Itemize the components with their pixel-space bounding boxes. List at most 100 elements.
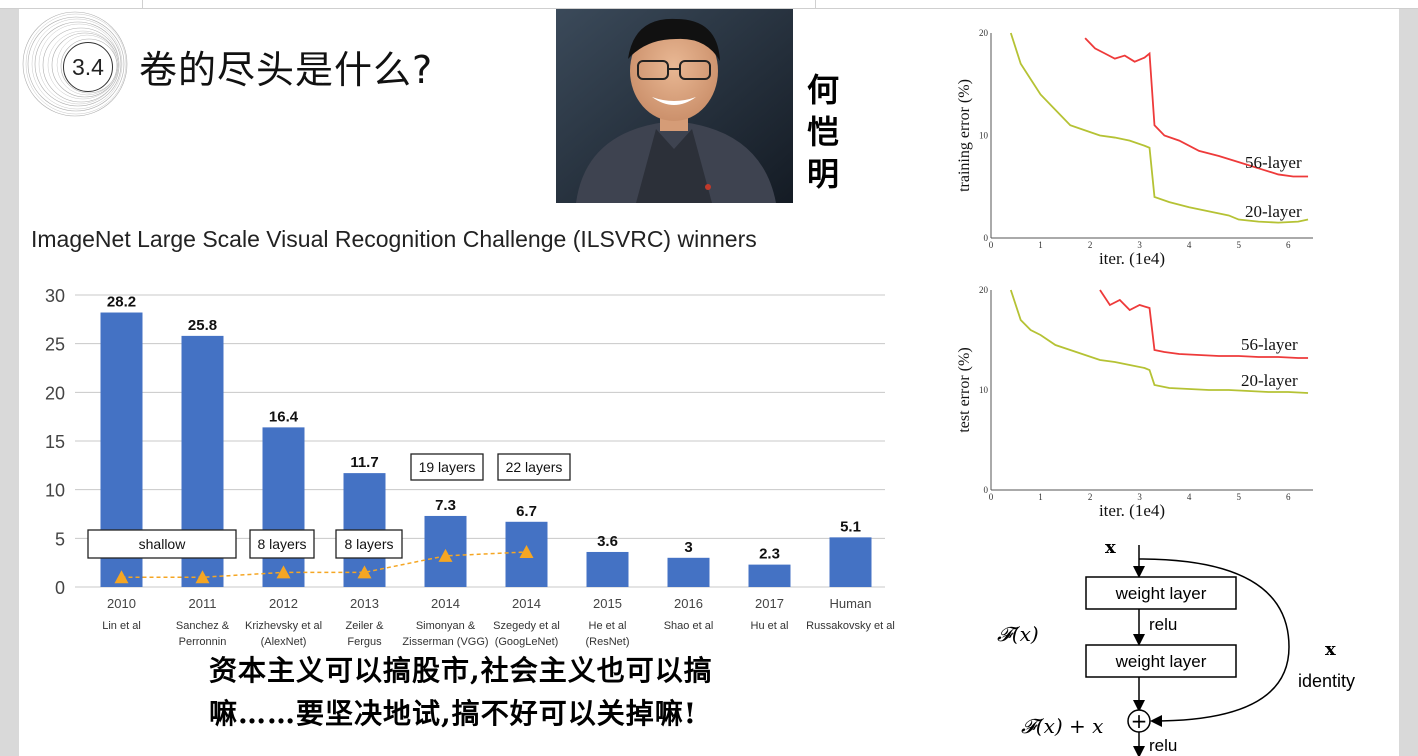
x-category-sublabel: Simonyan &	[416, 620, 476, 632]
bar-value-label: 16.4	[269, 408, 299, 425]
x-tick-label: 0	[989, 240, 994, 250]
series-line	[1009, 289, 1309, 394]
residual-block-diagram: x weight layer relu weight layer 𝓕(x) + …	[997, 537, 1355, 756]
x-category-label: 2015	[593, 596, 622, 611]
x-category-sublabel: Hu et al	[751, 620, 789, 632]
relu-mid-label: relu	[1149, 615, 1177, 634]
x-category-label: Human	[830, 596, 872, 611]
weight-layer-1-label: weight layer	[1115, 584, 1207, 603]
test-error-plot: 0 1 2 3 4 5 6 0 10 20 iter. (1e4) test error (%) 56-…	[956, 285, 1313, 520]
name-char: 恺	[806, 113, 839, 151]
depth-marker	[519, 544, 534, 558]
x-category-sublabel: Shao et al	[664, 620, 714, 632]
x-tick-label: 3	[1137, 240, 1142, 250]
annotation-box	[497, 453, 571, 481]
depth-marker	[276, 565, 291, 579]
y-tick-label: 25	[45, 335, 65, 355]
fx-plus-x-label: 𝓕(x) + x	[1021, 714, 1103, 738]
x-tick-label: 1	[1038, 492, 1043, 502]
bar	[262, 427, 305, 587]
y-tick-label: 10	[979, 385, 989, 395]
weight-layer-2-label: weight layer	[1115, 652, 1207, 671]
ruler-tick	[815, 0, 816, 8]
x-category-label: 2010	[107, 596, 136, 611]
plus-sign: +	[1131, 709, 1148, 733]
annotation-box	[410, 453, 484, 481]
y-tick-label: 20	[45, 383, 65, 403]
series-line	[1009, 32, 1309, 224]
x-category-label: 2014	[431, 596, 460, 611]
x-tick-label: 5	[1236, 492, 1241, 502]
weight-layer-1	[1085, 576, 1237, 610]
y-tick-label: 5	[55, 529, 65, 549]
bar-value-label: 25.8	[188, 317, 217, 334]
name-char: 何	[806, 71, 839, 109]
series-line	[1084, 37, 1309, 178]
x-category-label: 2014	[512, 596, 541, 611]
x-category-label: 2013	[350, 596, 379, 611]
x-category-sublabel: Szegedy et al	[493, 620, 560, 632]
annotation-label: 19 layers	[419, 459, 476, 475]
depth-marker	[195, 570, 210, 584]
identity-skip-path	[1138, 558, 1290, 727]
x-category-sublabel: (ResNet)	[585, 636, 629, 648]
series-label: 20-layer	[1241, 371, 1298, 390]
section-badge: 3.4	[63, 42, 113, 92]
x-tick-label: 6	[1286, 492, 1291, 502]
x-category-sublabel: Krizhevsky et al	[245, 620, 322, 632]
training-error-plot: 0 1 2 3 4 5 6 0 10 20 iter. (1e4) training error (%…	[956, 28, 1313, 268]
x-category-sublabel: Perronnin	[179, 636, 227, 648]
x-category-label: 2012	[269, 596, 298, 611]
quote-text: 资本主义可以搞股市,社会主义也可以搞 嘛……要坚决地试,搞不好可以关掉嘛!	[209, 649, 909, 735]
x-axis-label: iter. (1e4)	[1099, 249, 1165, 268]
top-ruler	[0, 0, 1418, 9]
series-label: 20-layer	[1245, 202, 1302, 221]
annotation-label: 22 layers	[506, 459, 563, 475]
annotation-box	[249, 529, 315, 559]
y-tick-label: 0	[984, 233, 989, 243]
slide-title: 卷的尽头是什么?	[139, 48, 434, 92]
x-tick-label: 2	[1088, 240, 1093, 250]
depth-marker	[357, 565, 372, 579]
y-tick-label: 20	[979, 28, 989, 38]
y-tick-label: 0	[55, 578, 65, 598]
x-category-sublabel: Sanchez &	[176, 620, 230, 632]
name-char: 明	[806, 155, 839, 193]
bar-value-label: 2.3	[759, 546, 780, 563]
skip-x-label: x	[1325, 639, 1336, 660]
bar	[748, 564, 791, 587]
quote-line: 嘛……要坚决地试,搞不好可以关掉嘛!	[209, 697, 698, 730]
y-tick-label: 15	[45, 432, 65, 452]
bar	[667, 557, 710, 587]
ruler-tick	[142, 0, 143, 8]
y-tick-label: 10	[979, 131, 989, 141]
x-tick-label: 4	[1187, 492, 1192, 502]
ilsvrc-bar-chart: ImageNet Large Scale Visual Recognition …	[31, 226, 895, 648]
x-tick-label: 6	[1286, 240, 1291, 250]
bar-value-label: 3.6	[597, 533, 618, 550]
bar	[829, 537, 872, 587]
x-category-sublabel: Russakovsky et al	[806, 620, 895, 632]
fx-label: 𝓕(x)	[997, 622, 1039, 646]
x-category-sublabel: Zisserman (VGG)	[402, 636, 488, 648]
y-tick-label: 30	[45, 286, 65, 306]
slide: 3.4 卷的尽头是什么? 何 恺 明 Image	[19, 9, 1399, 756]
bar	[586, 551, 629, 587]
bar-value-label: 6.7	[516, 503, 537, 520]
x-category-sublabel: (AlexNet)	[261, 636, 307, 648]
relu-out-label: relu	[1149, 736, 1177, 755]
x-category-label: 2017	[755, 596, 784, 611]
x-category-label: 2016	[674, 596, 703, 611]
input-x-label: x	[1105, 537, 1116, 558]
bar-value-label: 28.2	[107, 294, 136, 311]
bar-value-label: 11.7	[350, 454, 378, 471]
x-tick-label: 3	[1137, 492, 1142, 502]
y-tick-label: 0	[984, 485, 989, 495]
depth-marker	[114, 570, 129, 584]
depth-marker	[438, 548, 453, 562]
x-category-sublabel: He et al	[589, 620, 627, 632]
swirl-rings-decoration	[22, 11, 128, 117]
quote-line: 资本主义可以搞股市,社会主义也可以搞	[209, 654, 713, 687]
x-category-sublabel: Zeiler &	[346, 620, 385, 632]
annotation-label: shallow	[139, 536, 187, 552]
